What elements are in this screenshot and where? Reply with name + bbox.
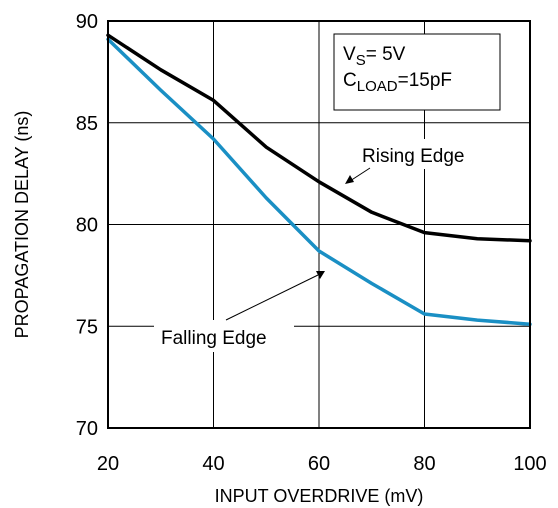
rising-edge-label: Rising Edge [362,146,464,167]
y-axis-label: PROPAGATION DELAY (ns) [12,111,32,339]
tick-labels: 20 40 60 80 100 70 75 80 85 90 [76,11,547,475]
x-tick-label: 20 [97,453,119,475]
x-axis-label: INPUT OVERDRIVE (mV) [215,486,424,506]
supply-voltage-label: VS= 5V [343,44,406,69]
x-tick-label: 60 [308,453,330,475]
series-lines [106,33,532,326]
rising-edge-annotation: Rising Edge [345,139,490,184]
conditions-box: VS= 5V CLOAD=15pF [333,33,501,111]
y-tick-label: 85 [76,113,98,135]
series-line-falling-edge [106,37,532,326]
y-tick-label: 90 [76,11,98,33]
falling-edge-annotation: Falling Edge [154,271,325,352]
y-tick-label: 70 [76,418,98,440]
x-tick-label: 40 [202,453,224,475]
y-tick-label: 80 [76,215,98,237]
x-tick-label: 80 [413,453,435,475]
plot-frame [107,20,531,429]
y-tick-label: 75 [76,316,98,338]
falling-edge-label: Falling Edge [161,328,267,349]
x-tick-label: 100 [513,453,546,475]
series-line-rising-edge [106,33,532,243]
load-capacitance-label: CLOAD=15pF [343,70,452,95]
